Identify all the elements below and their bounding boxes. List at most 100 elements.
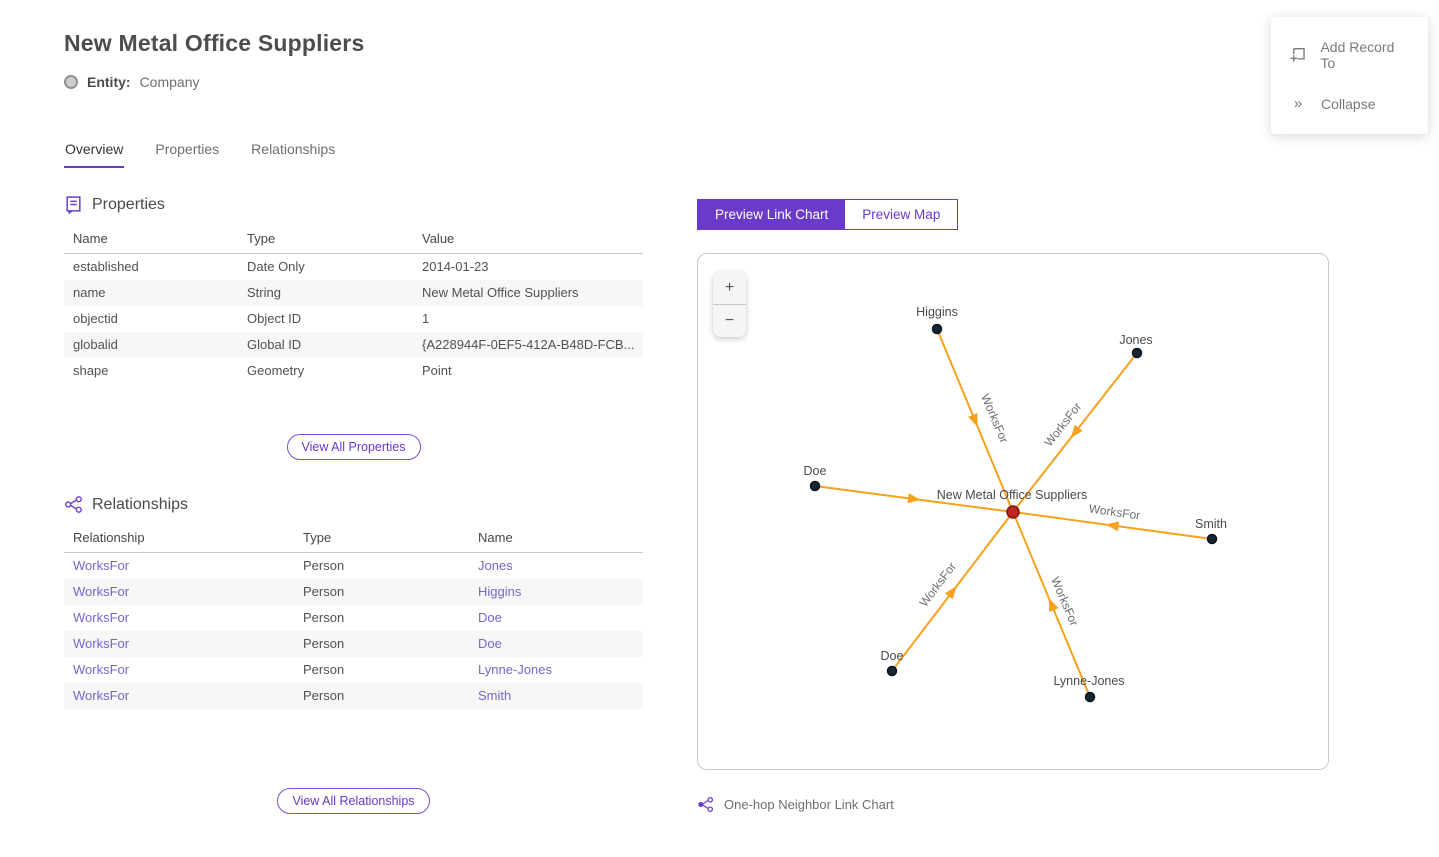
cell-link[interactable]: WorksFor bbox=[73, 558, 130, 574]
cell-link[interactable]: Doe bbox=[478, 610, 502, 625]
table-cell: String bbox=[238, 279, 413, 306]
preview-link-chart-button[interactable]: Preview Link Chart bbox=[698, 200, 846, 229]
zoom-in-button[interactable]: + bbox=[713, 271, 746, 304]
table-cell: Lynne-Jones bbox=[469, 657, 643, 683]
graph-node-label: Higgins bbox=[916, 305, 958, 319]
edge-arrow-icon bbox=[1105, 521, 1120, 532]
table-row: WorksFor Person Smith bbox=[64, 682, 643, 709]
tab-overview[interactable]: Overview bbox=[64, 141, 125, 168]
menu-item-add-record-to[interactable]: Add Record To bbox=[1271, 27, 1428, 83]
tab-relationships[interactable]: Relationships bbox=[251, 141, 336, 157]
table-cell: Person bbox=[303, 610, 345, 625]
cell-link[interactable]: WorksFor bbox=[73, 584, 130, 599]
table-row: WorksFor Person Jones bbox=[64, 553, 643, 579]
table-cell: WorksFor bbox=[64, 682, 294, 709]
table-cell: Person bbox=[303, 662, 345, 677]
table-row: globalid Global ID {A228944F-0EF5-412A-B48… bbox=[64, 331, 643, 358]
table-cell: Person bbox=[294, 682, 469, 709]
properties-section-heading: Properties bbox=[64, 195, 165, 214]
table-cell: Geometry bbox=[247, 363, 305, 378]
graph-node-Lynne-Jones[interactable] bbox=[1084, 691, 1096, 703]
table-cell: Person bbox=[303, 558, 345, 574]
view-all-relationships-button[interactable]: View All Relationships bbox=[277, 788, 430, 814]
view-all-properties-button[interactable]: View All Properties bbox=[286, 434, 421, 460]
table-cell: 2014-01-23 bbox=[422, 259, 489, 275]
relationships-section-heading: Relationships bbox=[64, 495, 188, 514]
table-cell: WorksFor bbox=[64, 553, 294, 579]
table-row: objectid Object ID 1 bbox=[64, 306, 643, 332]
cell-link[interactable]: Higgins bbox=[478, 584, 522, 599]
table-cell: WorksFor bbox=[64, 605, 294, 631]
preview-map-button[interactable]: Preview Map bbox=[845, 200, 958, 229]
chart-caption-text: One-hop Neighbor Link Chart bbox=[724, 797, 894, 812]
graph-node-Doe[interactable] bbox=[886, 665, 898, 677]
edge-label: WorksFor bbox=[978, 392, 1011, 445]
table-cell: established bbox=[73, 259, 139, 275]
link-chart-canvas[interactable]: WorksFor WorksFor WorksFor WorksFor WorksFor… bbox=[698, 254, 1328, 769]
cell-link[interactable]: WorksFor bbox=[73, 662, 130, 677]
menu-item-collapse[interactable]: » Collapse bbox=[1271, 83, 1428, 124]
cell-link[interactable]: WorksFor bbox=[73, 636, 130, 651]
properties-section-title: Properties bbox=[92, 195, 165, 213]
graph-node-Smith[interactable] bbox=[1206, 533, 1218, 545]
table-cell: Point bbox=[422, 363, 452, 378]
cell-link[interactable]: Doe bbox=[478, 636, 502, 651]
graph-center-label: New Metal Office Suppliers bbox=[937, 488, 1088, 502]
cell-link[interactable]: WorksFor bbox=[73, 688, 130, 703]
table-cell: name bbox=[64, 279, 238, 306]
graph-node-label: Doe bbox=[881, 649, 904, 663]
relationships-table-header: Relationship Type Name bbox=[64, 528, 643, 553]
table-row: WorksFor Person Doe bbox=[64, 630, 643, 657]
graph-node-Jones[interactable] bbox=[1131, 347, 1143, 359]
entity-label: Entity: bbox=[87, 74, 131, 90]
graph-node-Higgins[interactable] bbox=[931, 323, 943, 335]
tab-properties[interactable]: Properties bbox=[155, 141, 220, 157]
edge-label: WorksFor bbox=[1048, 575, 1081, 628]
edge-arrow-icon bbox=[907, 493, 921, 504]
table-cell: shape bbox=[73, 363, 109, 378]
table-cell: Jones bbox=[469, 553, 643, 579]
column-header: Type bbox=[294, 528, 469, 553]
properties-table: Name Type Value established Date Only 2014-0… bbox=[64, 229, 643, 384]
table-row: established Date Only 2014-01-23 bbox=[64, 254, 643, 280]
table-cell: globalid bbox=[64, 331, 238, 358]
cell-link[interactable]: Jones bbox=[478, 558, 513, 574]
graph-node-Doe[interactable] bbox=[809, 480, 821, 492]
chart-zoom-control: + − bbox=[713, 271, 746, 337]
edge-arrow-icon bbox=[1070, 424, 1083, 439]
relationships-section-title: Relationships bbox=[92, 495, 189, 513]
cell-link[interactable]: Smith bbox=[478, 688, 512, 703]
table-row: shape Geometry Point bbox=[64, 358, 643, 384]
cell-link[interactable]: WorksFor bbox=[73, 610, 130, 625]
edge-label: WorksFor bbox=[1088, 502, 1141, 523]
table-cell: Person bbox=[294, 630, 469, 657]
properties-icon bbox=[66, 196, 81, 214]
graph-node-label: Doe bbox=[804, 464, 827, 478]
detail-tabs: Overview Properties Relationships bbox=[64, 141, 336, 168]
edge-label: WorksFor bbox=[917, 560, 959, 610]
table-cell: Object ID bbox=[247, 311, 302, 326]
table-cell: 1 bbox=[422, 311, 430, 326]
menu-item-label: Collapse bbox=[1321, 95, 1376, 112]
edge-arrow-icon bbox=[944, 585, 957, 600]
table-cell: {A228944F-0EF5-412A-B48D-FCB... bbox=[413, 331, 643, 358]
edge-arrow-icon bbox=[968, 413, 978, 427]
cell-link[interactable]: Lynne-Jones bbox=[478, 662, 552, 677]
table-cell: WorksFor bbox=[64, 630, 294, 657]
link-chart-panel: WorksFor WorksFor WorksFor WorksFor WorksFor… bbox=[697, 253, 1329, 770]
column-header: Name bbox=[64, 229, 238, 254]
table-cell: Date Only bbox=[247, 259, 305, 275]
graph-node-center[interactable] bbox=[1006, 505, 1020, 519]
table-cell: Person bbox=[294, 578, 469, 605]
entity-type-row: Entity: Company bbox=[64, 74, 199, 90]
link-chart-icon bbox=[698, 796, 714, 813]
graph-node-label: Smith bbox=[1195, 517, 1227, 531]
graph-node-label: Jones bbox=[1119, 333, 1152, 347]
table-cell: New Metal Office Suppliers bbox=[413, 279, 643, 306]
properties-table-header: Name Type Value bbox=[64, 229, 643, 254]
table-row: WorksFor Person Lynne-Jones bbox=[64, 657, 643, 683]
relationships-table: Relationship Type Name WorksFor Person Jones… bbox=[64, 528, 643, 709]
preview-toggle: Preview Link Chart Preview Map bbox=[697, 199, 959, 230]
table-cell: Smith bbox=[469, 682, 643, 709]
zoom-out-button[interactable]: − bbox=[713, 304, 746, 337]
